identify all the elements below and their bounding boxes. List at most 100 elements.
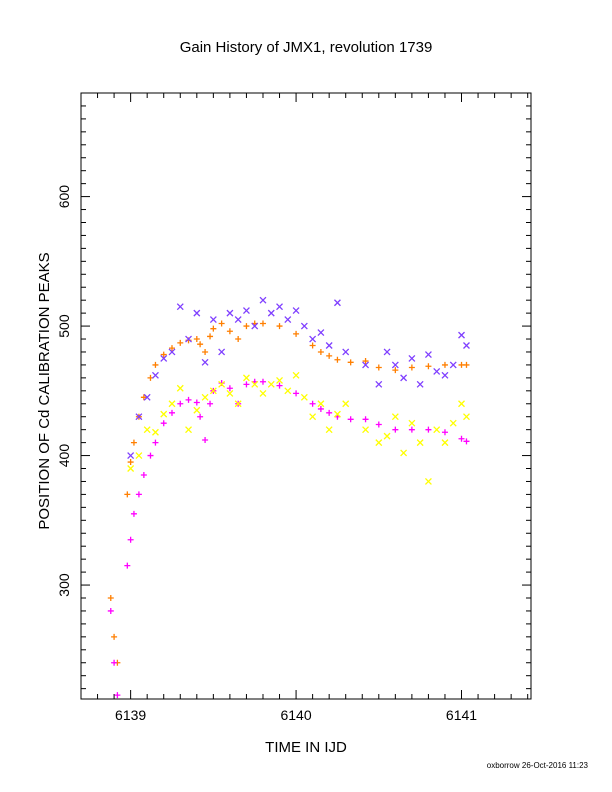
- x-axis-tick-labels: 6139 6140 6141: [115, 707, 477, 723]
- series-2: [107, 378, 470, 699]
- cross-marker: [362, 361, 370, 369]
- plus-marker: [259, 320, 266, 327]
- series-0: [107, 320, 470, 666]
- cross-marker: [251, 380, 259, 388]
- plus-marker: [140, 394, 147, 401]
- plus-marker: [202, 348, 209, 355]
- cross-marker: [218, 380, 226, 388]
- cross-marker: [292, 371, 300, 379]
- cross-marker: [317, 329, 325, 337]
- cross-marker: [276, 377, 283, 384]
- cross-marker: [143, 426, 151, 434]
- cross-marker: [259, 389, 267, 397]
- cross-marker: [284, 387, 292, 395]
- data-markers: [107, 296, 470, 699]
- plus-marker: [127, 536, 134, 543]
- y-tick-label: 500: [56, 314, 72, 338]
- series-3: [127, 371, 470, 485]
- plus-marker: [107, 595, 114, 601]
- plus-marker: [140, 471, 147, 478]
- cross-marker: [362, 426, 370, 434]
- plus-marker: [259, 378, 266, 385]
- x-tick-label: 6139: [115, 707, 146, 723]
- y-tick-label: 600: [56, 185, 72, 209]
- plus-marker: [127, 459, 134, 466]
- x-tick-label: 6140: [280, 707, 311, 723]
- cross-marker: [267, 309, 275, 317]
- plus-marker: [207, 333, 214, 340]
- plus-marker: [130, 439, 137, 446]
- cross-marker: [292, 307, 300, 314]
- plus-marker: [152, 439, 159, 446]
- plus-marker: [326, 409, 333, 416]
- cross-marker: [375, 380, 383, 388]
- cross-marker: [300, 322, 308, 330]
- plus-marker: [441, 429, 448, 436]
- plus-marker: [463, 361, 470, 368]
- plus-marker: [226, 385, 233, 392]
- plus-marker: [293, 390, 300, 397]
- cross-marker: [209, 387, 217, 395]
- cross-marker: [284, 316, 292, 324]
- y-tick-label: 300: [56, 573, 72, 597]
- cross-marker: [317, 400, 325, 408]
- cross-marker: [391, 361, 399, 369]
- cross-marker: [458, 400, 465, 408]
- plus-marker: [168, 409, 175, 416]
- cross-marker: [193, 309, 201, 317]
- plus-marker: [160, 420, 167, 427]
- cross-marker: [201, 393, 209, 401]
- cross-marker: [135, 452, 143, 460]
- plus-marker: [425, 363, 432, 370]
- plus-marker: [441, 361, 448, 368]
- cross-marker: [433, 426, 441, 434]
- y-axis-tick-labels: 300 400 500 600: [56, 185, 72, 597]
- cross-marker: [400, 449, 408, 457]
- plus-marker: [392, 426, 399, 433]
- plus-marker: [197, 413, 204, 420]
- cross-marker: [209, 316, 217, 324]
- cross-marker: [160, 410, 168, 418]
- plus-marker: [362, 358, 369, 365]
- cross-marker: [309, 413, 317, 421]
- cross-marker: [242, 374, 250, 382]
- plus-marker: [326, 352, 333, 359]
- cross-marker: [185, 426, 192, 434]
- cross-marker: [127, 465, 135, 472]
- cross-marker: [151, 371, 159, 379]
- cross-marker: [176, 384, 184, 392]
- plus-marker: [309, 400, 316, 407]
- plus-marker: [160, 351, 167, 358]
- cross-marker: [433, 367, 441, 375]
- plus-marker: [202, 437, 209, 444]
- cross-marker: [127, 452, 135, 460]
- cross-marker: [441, 439, 449, 447]
- plus-marker: [408, 364, 415, 371]
- plus-marker: [408, 426, 415, 433]
- cross-marker: [375, 439, 383, 447]
- plus-marker: [147, 452, 154, 459]
- x-axis-label: TIME IN IJD: [265, 739, 347, 756]
- cross-marker: [234, 400, 242, 408]
- chart-title: Gain History of JMX1, revolution 1739: [180, 39, 433, 56]
- cross-marker: [259, 296, 267, 304]
- axis-ticks: [80, 92, 531, 699]
- cross-marker: [424, 351, 432, 359]
- cross-marker: [449, 419, 457, 427]
- cross-marker: [143, 393, 151, 401]
- cross-marker: [424, 478, 432, 485]
- cross-marker: [276, 303, 283, 311]
- y-tick-label: 400: [56, 444, 72, 468]
- cross-marker: [226, 389, 234, 397]
- plot-frame: [80, 92, 532, 700]
- plus-marker: [463, 438, 470, 445]
- cross-marker: [400, 374, 408, 382]
- cross-marker: [251, 322, 259, 330]
- plus-marker: [124, 491, 131, 498]
- y-axis-label: POSITION OF Cd CALIBRATION PEAKS: [36, 252, 53, 529]
- plus-marker: [375, 421, 382, 428]
- cross-marker: [160, 354, 168, 362]
- plus-marker: [197, 341, 204, 348]
- cross-marker: [325, 426, 333, 434]
